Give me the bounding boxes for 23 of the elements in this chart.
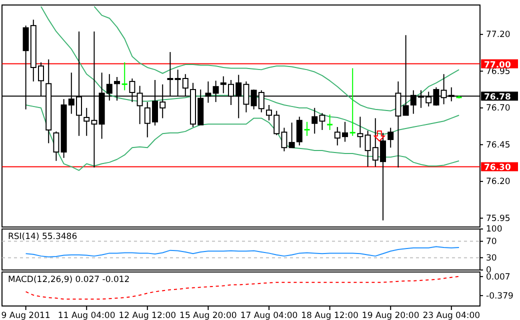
chart-title: MACD(12,26,9) 0.027 -0.012 <box>8 275 130 285</box>
y-tick-label: 70 <box>486 237 497 248</box>
y-tick-label: 0.007 <box>486 272 510 282</box>
y-tick-label: 76.95 <box>486 66 510 77</box>
x-tick-label: 15 Aug 20:00 <box>180 311 237 320</box>
y-tick-label: 100 <box>486 224 502 235</box>
x-tick-label: 9 Aug 2011 <box>1 311 50 320</box>
y-tick-label: 77.20 <box>486 30 510 40</box>
y-tick-label: 75.95 <box>486 214 510 224</box>
x-tick-label: 18 Aug 12:00 <box>301 311 358 320</box>
x-tick-label: 23 Aug 04:00 <box>422 311 480 320</box>
x-tick-label: 12 Aug 12:00 <box>118 311 176 320</box>
x-tick-label: 19 Aug 20:00 <box>362 311 420 320</box>
chart-title: RSI(14) 55.3486 <box>8 232 78 242</box>
y-tick-label: -0.379 <box>486 291 514 302</box>
x-tick-label: 17 Aug 04:00 <box>240 311 298 320</box>
x-tick-label: 11 Aug 04:00 <box>58 311 116 320</box>
y-tick-label: 76.70 <box>486 104 510 114</box>
y-tick-label: 76.20 <box>486 177 510 188</box>
ref-line-label: 76.30 <box>484 163 511 174</box>
y-tick-label: 30 <box>486 253 497 264</box>
ref-line-label: 76.78 <box>484 92 511 103</box>
y-tick-label: 76.45 <box>486 140 510 150</box>
